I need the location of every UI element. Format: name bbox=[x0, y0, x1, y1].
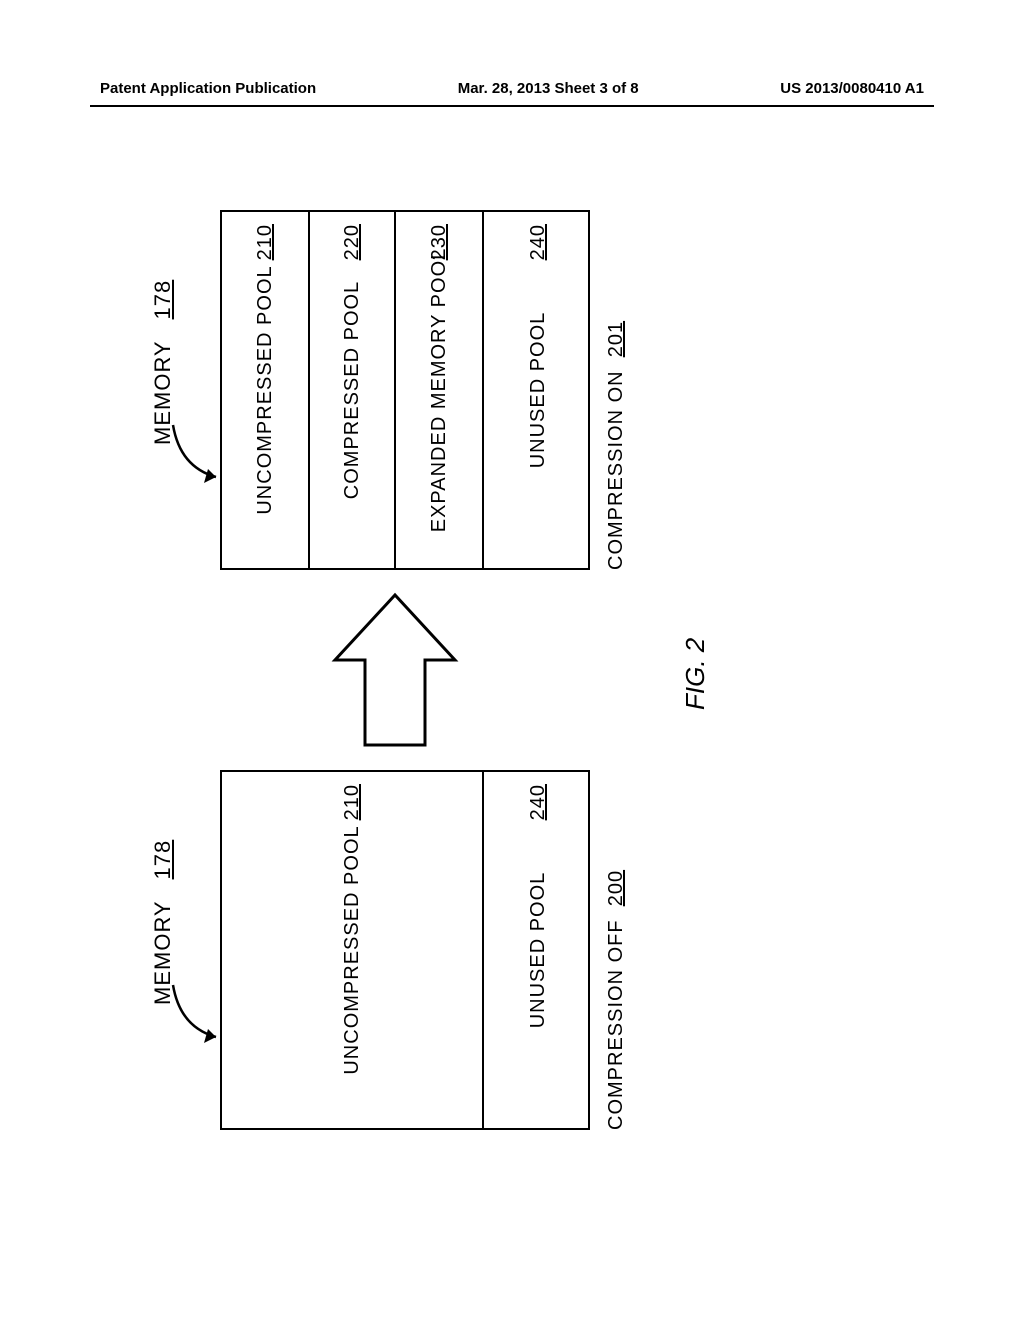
pool-num: 230 bbox=[428, 224, 451, 260]
pool-label: UNCOMPRESSED POOL bbox=[254, 265, 277, 514]
figure-area: MEMORY 178 MEMORY 178 UNCOMPRESSED POOL2… bbox=[120, 180, 910, 1160]
pool-num: 240 bbox=[527, 224, 550, 260]
caption-text: COMPRESSION ON bbox=[605, 370, 627, 570]
header-left: Patent Application Publication bbox=[100, 80, 316, 97]
memory-block-right: UNCOMPRESSED POOL 210 COMPRESSED POOL 220 EX… bbox=[220, 210, 590, 570]
memory-pool: EXPANDED MEMORY POOL230 bbox=[394, 212, 482, 568]
pool-num: 220 bbox=[341, 224, 364, 260]
caption-num: 201 bbox=[605, 321, 627, 357]
pool-label: UNCOMPRESSED POOL bbox=[341, 825, 364, 1074]
pool-num: 240 bbox=[527, 784, 550, 820]
figure-caption: FIG. 2 bbox=[680, 638, 711, 710]
pool-num: 210 bbox=[254, 224, 277, 260]
pool-label: EXPANDED MEMORY POOL bbox=[428, 248, 451, 533]
rotated-figure: MEMORY 178 MEMORY 178 UNCOMPRESSED POOL2… bbox=[120, 180, 910, 1160]
pool-label: UNUSED POOL bbox=[527, 872, 550, 1029]
pool-label: UNUSED POOL bbox=[527, 312, 550, 469]
pool-num: 210 bbox=[341, 784, 364, 820]
page: Patent Application Publication Mar. 28, … bbox=[0, 0, 1024, 1320]
memory-pool: COMPRESSED POOL 220 bbox=[308, 212, 394, 568]
header-rule bbox=[90, 105, 934, 107]
memory-block-left: UNCOMPRESSED POOL 210 UNUSED POOL 240 bbox=[220, 770, 590, 1130]
caption-text: COMPRESSION OFF bbox=[605, 919, 627, 1130]
memory-pool: UNCOMPRESSED POOL 210 bbox=[222, 212, 308, 568]
caption-compression-on: COMPRESSION ON 201 bbox=[605, 321, 628, 570]
header-right: US 2013/0080410 A1 bbox=[780, 80, 924, 97]
caption-compression-off: COMPRESSION OFF 200 bbox=[605, 870, 628, 1130]
memory-pool: UNCOMPRESSED POOL 210 bbox=[222, 772, 482, 1128]
big-arrow-icon bbox=[330, 590, 460, 750]
page-header: Patent Application Publication Mar. 28, … bbox=[0, 80, 1024, 97]
caption-num: 200 bbox=[605, 870, 627, 906]
memory-pool: UNUSED POOL 240 bbox=[482, 212, 592, 568]
curve-arrow-left-icon bbox=[168, 975, 224, 1045]
memory-pool: UNUSED POOL 240 bbox=[482, 772, 592, 1128]
pool-label: COMPRESSED POOL bbox=[341, 281, 364, 499]
curve-arrow-right-icon bbox=[168, 415, 224, 485]
header-center: Mar. 28, 2013 Sheet 3 of 8 bbox=[458, 80, 639, 97]
memory-label-num: 178 bbox=[150, 280, 175, 320]
memory-label-num: 178 bbox=[150, 840, 175, 880]
